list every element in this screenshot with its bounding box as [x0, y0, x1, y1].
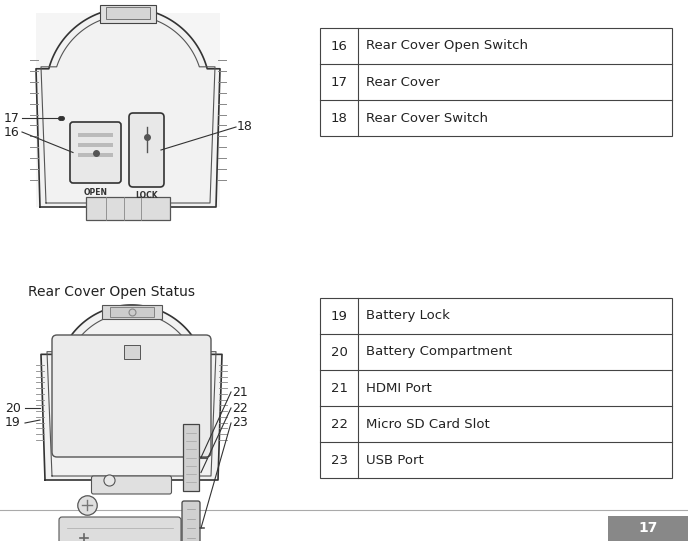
Text: 17: 17	[4, 111, 20, 124]
Text: Battery Compartment: Battery Compartment	[366, 346, 512, 359]
Text: LOCK: LOCK	[135, 191, 158, 200]
Text: Rear Cover: Rear Cover	[366, 76, 440, 89]
Text: Rear Cover Open Status: Rear Cover Open Status	[28, 285, 195, 299]
FancyBboxPatch shape	[92, 476, 171, 494]
Text: 20: 20	[5, 401, 21, 414]
Bar	[320, 298, 672, 478]
Bar	[320, 28, 672, 136]
Bar	[78, 133, 113, 137]
Polygon shape	[41, 305, 222, 480]
Text: Micro SD Card Slot: Micro SD Card Slot	[366, 418, 490, 431]
Text: 17: 17	[638, 522, 658, 536]
Polygon shape	[36, 8, 220, 207]
Text: 21: 21	[330, 381, 347, 394]
Text: 22: 22	[330, 418, 347, 431]
FancyBboxPatch shape	[183, 424, 199, 491]
Text: 21: 21	[232, 386, 248, 399]
Text: Rear Cover Open Switch: Rear Cover Open Switch	[366, 39, 528, 52]
FancyBboxPatch shape	[36, 13, 220, 207]
Text: 22: 22	[232, 401, 248, 414]
Text: 20: 20	[330, 346, 347, 359]
FancyBboxPatch shape	[129, 113, 164, 187]
Text: OPEN: OPEN	[84, 188, 108, 197]
Text: 19: 19	[5, 417, 21, 430]
Bar	[109, 307, 153, 317]
Text: USB Port: USB Port	[366, 453, 424, 466]
Text: HDMI Port: HDMI Port	[366, 381, 432, 394]
Bar	[106, 7, 150, 19]
Text: 17: 17	[330, 76, 347, 89]
Text: 18: 18	[237, 121, 253, 134]
Text: 16: 16	[4, 126, 20, 138]
Bar	[102, 305, 162, 319]
Text: 23: 23	[330, 453, 347, 466]
FancyBboxPatch shape	[59, 517, 181, 541]
Bar	[86, 197, 170, 220]
FancyBboxPatch shape	[70, 122, 121, 183]
Text: Battery Lock: Battery Lock	[366, 309, 450, 322]
Text: Rear Cover Switch: Rear Cover Switch	[366, 111, 488, 124]
Text: 18: 18	[330, 111, 347, 124]
Bar	[78, 143, 113, 147]
Bar	[100, 5, 156, 23]
Bar	[124, 345, 140, 359]
Text: 19: 19	[330, 309, 347, 322]
Text: 23: 23	[232, 417, 248, 430]
Bar	[78, 153, 113, 157]
FancyBboxPatch shape	[182, 501, 200, 541]
FancyBboxPatch shape	[52, 335, 211, 457]
Text: 16: 16	[330, 39, 347, 52]
Bar	[608, 516, 688, 541]
